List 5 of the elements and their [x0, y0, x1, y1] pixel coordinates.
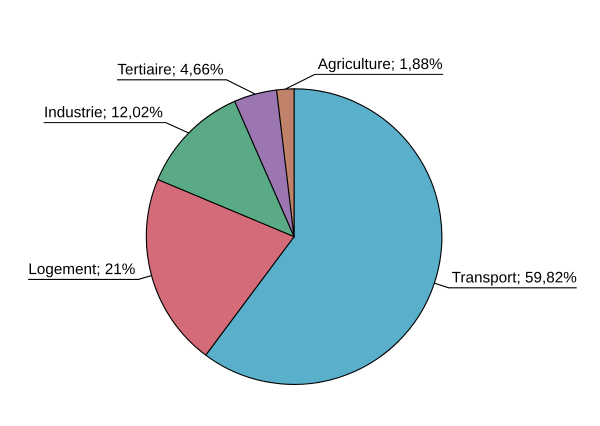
slice-label: Logement; 21%	[30, 263, 135, 278]
slice-label: Agriculture; 1,88%	[318, 58, 442, 72]
slice-label: Transport; 59,82%	[452, 272, 576, 286]
slice-label: Tertiaire; 4,66%	[118, 63, 223, 76]
slice-label: Industrie; 12,02%	[45, 106, 162, 120]
